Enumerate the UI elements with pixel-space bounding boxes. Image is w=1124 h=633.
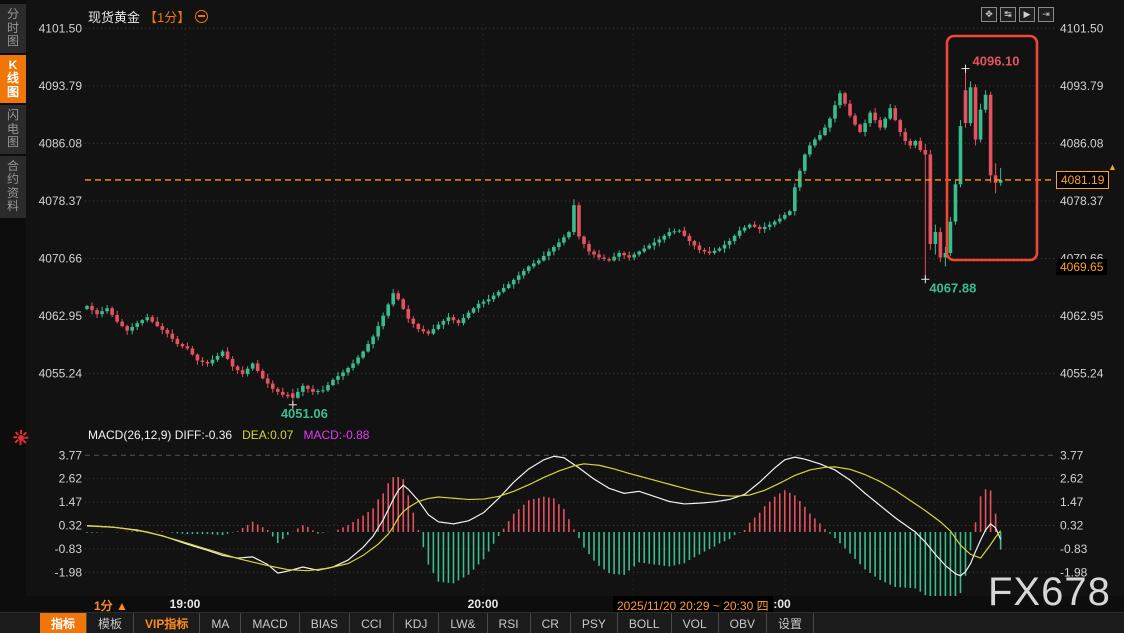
- alert-burst-icon[interactable]: [13, 430, 29, 445]
- time-axis-label: 20:00: [467, 597, 499, 611]
- price-axis-label: 4086.08: [1060, 136, 1104, 150]
- macd-hist-value: MACD:-0.88: [303, 428, 370, 442]
- price-axis-label: 4086.08: [39, 136, 83, 150]
- price-axis-label: 4101.50: [1060, 21, 1104, 35]
- toolbar-item-VOL[interactable]: VOL: [672, 613, 719, 633]
- time-axis-label: 19:00: [169, 597, 201, 611]
- macd-diff-value: DIFF:-0.36: [174, 428, 233, 442]
- toolbar-item-BOLL[interactable]: BOLL: [618, 613, 672, 633]
- playback-icon[interactable]: ▶: [1019, 7, 1035, 22]
- macd-axis-label: 2.62: [1060, 472, 1084, 486]
- fit-range-icon[interactable]: ↹: [1000, 7, 1016, 22]
- toolbar-item-模板[interactable]: 模板: [87, 613, 135, 633]
- macd-axis-label: 3.77: [59, 448, 83, 462]
- price-axis-label: 4093.79: [1060, 79, 1104, 93]
- macd-axis-label: -1.98: [55, 565, 83, 579]
- sidebar-tab-label: 闪电图: [6, 108, 19, 149]
- chart-title: 现货黄金 【1分】: [88, 7, 209, 26]
- session-low-label: 4051.06: [281, 406, 328, 421]
- price-axis-label: 4070.66: [39, 252, 83, 266]
- toolbar-item-BIAS[interactable]: BIAS: [300, 613, 351, 633]
- macd-axis-label: 0.32: [59, 519, 83, 533]
- pan-tool-icon[interactable]: ✥: [981, 7, 997, 22]
- macd-axis-label: 0.32: [1060, 519, 1084, 533]
- time-axis[interactable]: 1分 ▲ 2025/11/20 20:29 ~ 20:30 四 19:00 20:…: [26, 596, 1124, 615]
- indicator-toolbar: 指标 模板 VIP指标 MA MACD BIAS CCI KDJ LW& RSI CR PSY BOLL…: [0, 612, 1124, 633]
- toolbar-item-CCI[interactable]: CCI: [350, 613, 394, 633]
- price-axis-label: 4078.37: [1060, 194, 1104, 208]
- toolbar-item-MA[interactable]: MA: [200, 613, 242, 633]
- macd-dea-value: DEA:0.07: [242, 428, 294, 442]
- chart-type-sidebar: 分时图 K线图闪电图合约资料: [0, 0, 26, 633]
- toolbar-item-设置[interactable]: 设置: [767, 613, 814, 633]
- instrument-name: 现货黄金: [88, 10, 141, 25]
- time-axis-label: :00: [773, 597, 791, 611]
- toolbar-item-KDJ[interactable]: KDJ: [394, 613, 440, 633]
- pullback-low-label: 4067.88: [929, 280, 976, 295]
- toolbar-item-RSI[interactable]: RSI: [488, 613, 531, 633]
- sidebar-tab-1[interactable]: 分时图: [0, 4, 26, 53]
- jump-to-latest-icon[interactable]: ⇥: [1038, 7, 1054, 22]
- toolbar-item-LW&[interactable]: LW&: [439, 613, 488, 633]
- macd-indicator-header[interactable]: MACD(26,12,9) DIFF:-0.36 DEA:0.07 MACD:-0.…: [88, 428, 369, 442]
- period-selector[interactable]: 1分 ▲: [94, 599, 128, 613]
- macd-axis-label: 1.47: [1060, 495, 1084, 509]
- toolbar-item-指标[interactable]: 指标: [40, 613, 88, 633]
- toolbar-item-VIP指标[interactable]: VIP指标: [134, 613, 201, 633]
- macd-axis-label: 2.62: [59, 472, 83, 486]
- toolbar-item-OBV[interactable]: OBV: [719, 613, 767, 633]
- price-axis-label: 4101.50: [39, 21, 83, 35]
- macd-axis-label: 1.47: [59, 495, 83, 509]
- toolbar-item-CR[interactable]: CR: [531, 613, 571, 633]
- price-axis-label: 4062.95: [39, 309, 83, 323]
- price-axis-label: 4078.37: [39, 194, 83, 208]
- price-axis-label: 4093.79: [39, 79, 83, 93]
- toolbar-item-MACD[interactable]: MACD: [241, 613, 300, 633]
- toolbar-item-PSY[interactable]: PSY: [571, 613, 618, 633]
- price-axis-label: 4055.24: [39, 367, 83, 381]
- macd-params-label: MACD(26,12,9): [88, 428, 172, 442]
- sidebar-tab-2[interactable]: K线图: [0, 54, 26, 103]
- period-badge: 【1分】: [144, 10, 191, 25]
- price-arrow-icon: ▲: [1108, 162, 1117, 172]
- candle-time-tooltip: 2025/11/20 20:29 ~ 20:30 四: [613, 596, 773, 615]
- brand-watermark: FX678: [988, 570, 1111, 614]
- session-high-label: 4096.10: [973, 54, 1020, 69]
- minus-circle-icon[interactable]: [195, 10, 209, 23]
- price-axis-label: 4062.95: [1060, 309, 1104, 323]
- sidebar-tab-label: 分时图: [6, 7, 19, 48]
- macd-axis-label: -0.83: [1060, 542, 1088, 556]
- sidebar-tab-3[interactable]: 闪电图: [0, 105, 26, 154]
- sidebar-tab-4[interactable]: 合约资料: [0, 155, 26, 218]
- macd-axis-label: 3.77: [1060, 448, 1084, 462]
- sidebar-tab-label: K线图: [6, 57, 19, 99]
- previous-close-label: 4069.65: [1056, 259, 1108, 275]
- chart-tool-buttons: ✥ ↹ ▶ ⇥: [981, 7, 1054, 22]
- price-axis-label: 4055.24: [1060, 367, 1104, 381]
- sidebar-tab-label: 合约资料: [6, 158, 19, 213]
- current-price-label: 4081.19: [1056, 171, 1110, 189]
- macd-axis-label: -0.83: [55, 542, 83, 556]
- macd-axis-label: -1.98: [1060, 565, 1088, 579]
